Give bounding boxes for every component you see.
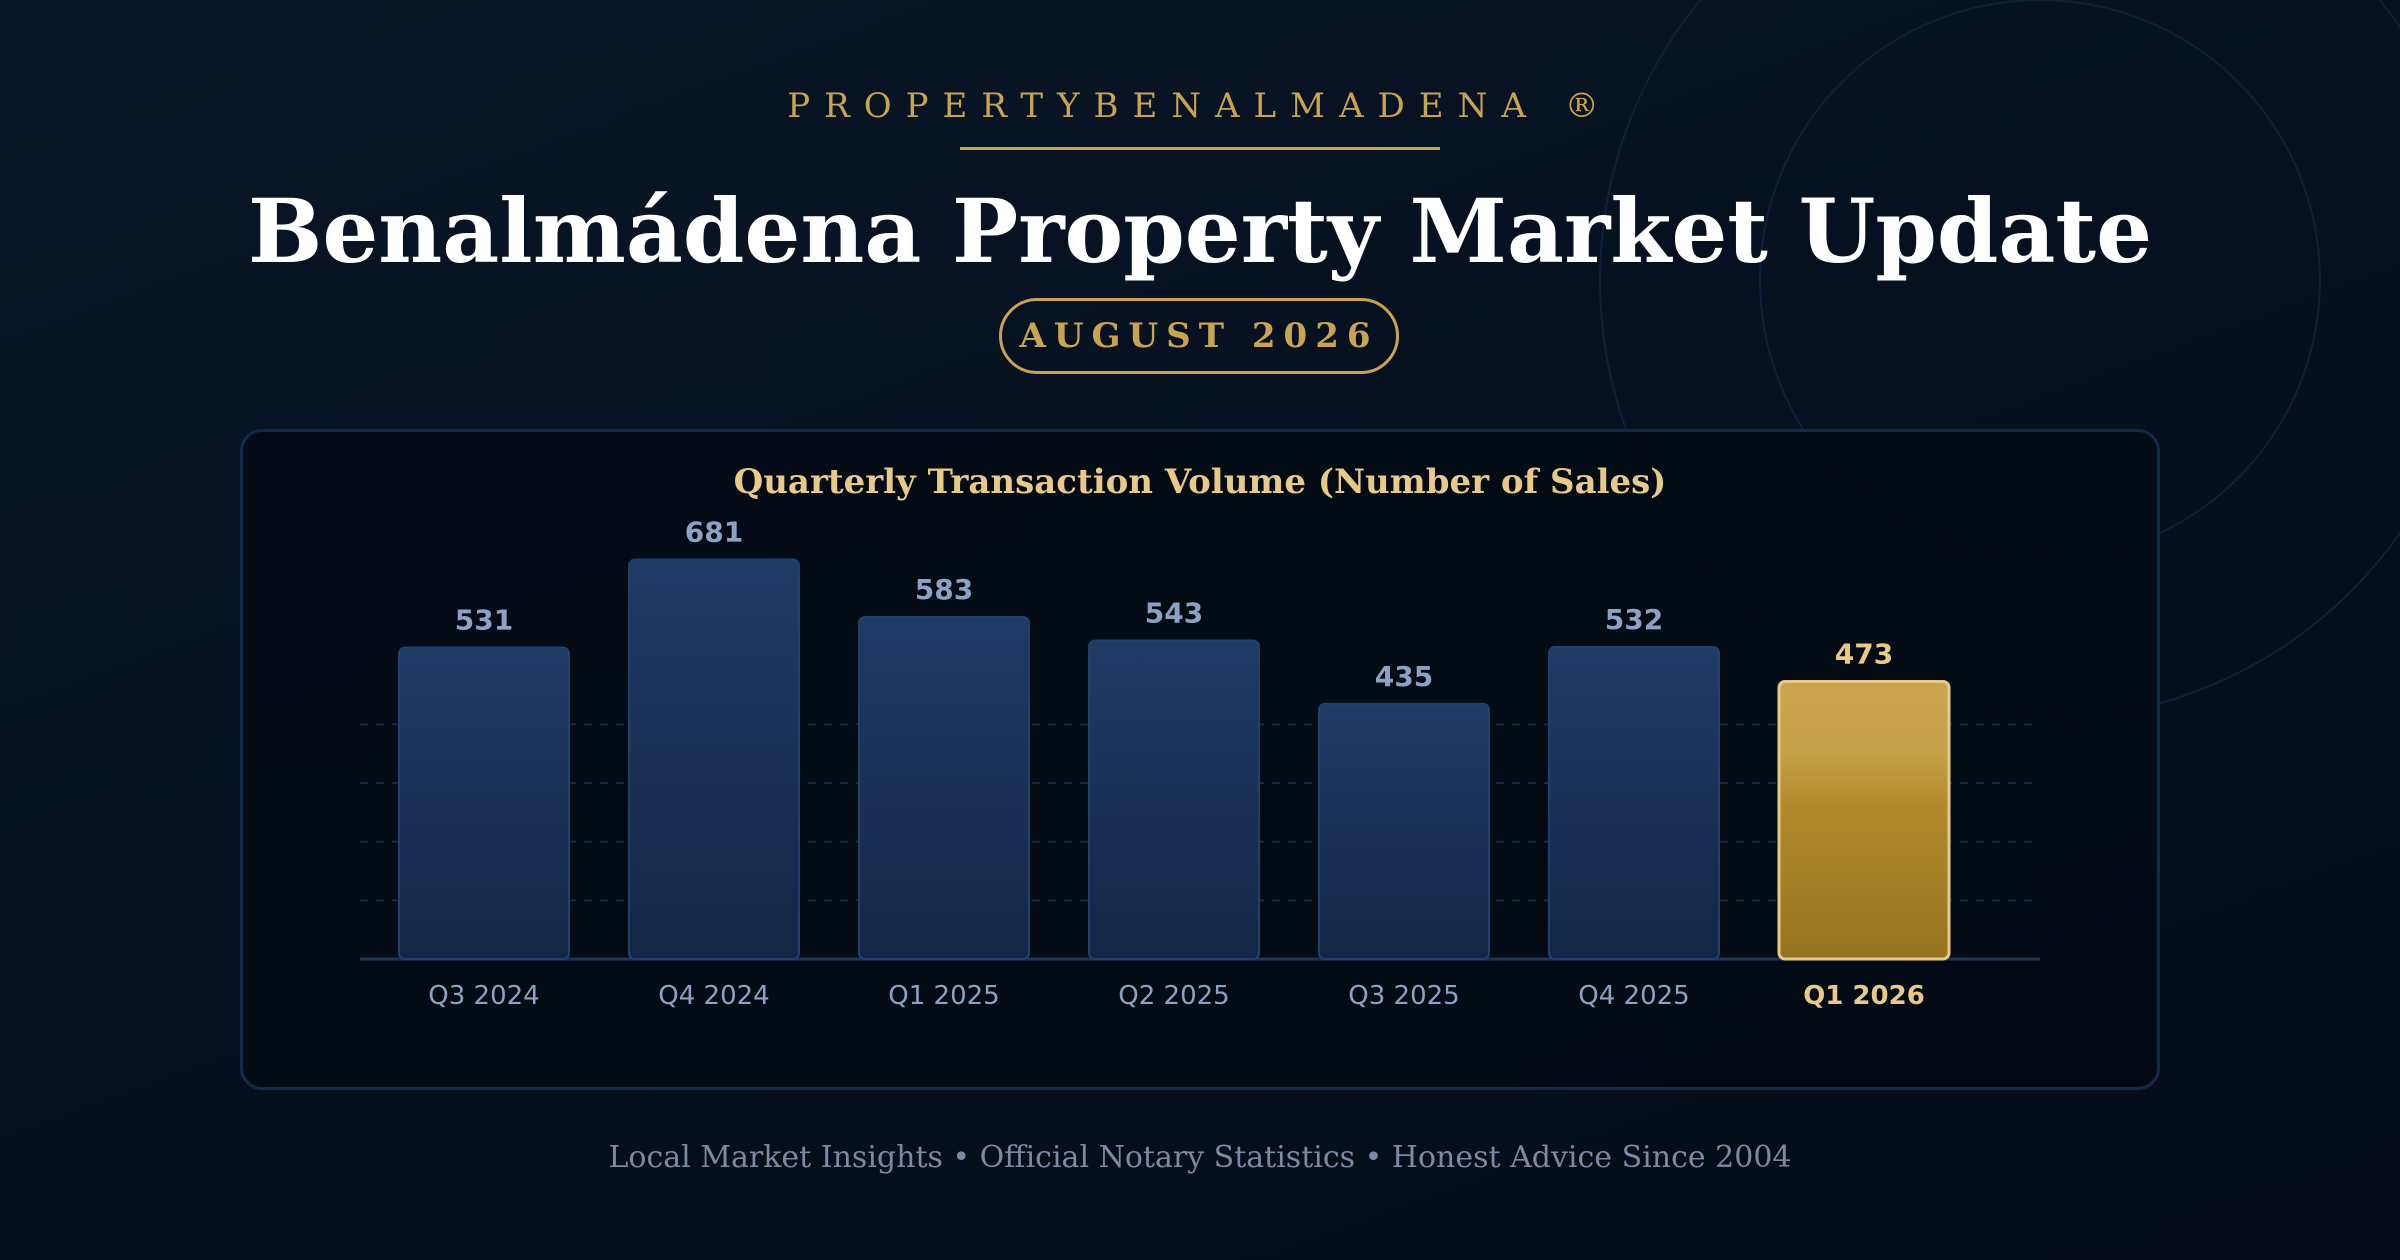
category-label: Q1 2026	[1803, 981, 1925, 1011]
bar-q3-2025	[1318, 702, 1490, 960]
category-label: Q4 2024	[658, 981, 769, 1011]
value-label: 532	[1605, 603, 1663, 636]
footer-tagline: Local Market Insights • Official Notary …	[608, 1140, 1792, 1175]
value-label: 543	[1145, 596, 1203, 629]
category-label: Q2 2025	[1118, 981, 1229, 1011]
value-label: 583	[915, 573, 973, 606]
labels: 531 Q3 2024 681 Q4 2024 583 Q1 2025 543 Q2 2025…	[428, 516, 1925, 1011]
bar-q1-2025	[858, 616, 1030, 960]
bar-q4-2025	[1548, 645, 1720, 960]
bar-q3-2024	[398, 646, 570, 960]
chart-title: Quarterly Transaction Volume (Number of …	[733, 462, 1667, 502]
value-label: 435	[1375, 660, 1433, 693]
category-label: Q1 2025	[888, 981, 999, 1011]
value-label: 473	[1835, 638, 1893, 671]
bars	[398, 558, 1951, 961]
brand-name: PROPERTYBENALMADENA ®	[787, 86, 1613, 126]
page-title: Benalmádena Property Market Update	[247, 179, 2153, 283]
bar-q4-2024	[628, 558, 800, 960]
value-label: 531	[455, 604, 513, 637]
date-badge: AUGUST 2026	[999, 298, 1399, 374]
category-label: Q3 2024	[428, 981, 539, 1011]
category-label: Q3 2025	[1348, 981, 1459, 1011]
category-label: Q4 2025	[1578, 981, 1689, 1011]
bar-q2-2025	[1088, 639, 1260, 960]
value-label: 681	[685, 516, 743, 549]
brand-underline	[960, 147, 1440, 150]
bar-q1-2026	[1777, 680, 1951, 961]
